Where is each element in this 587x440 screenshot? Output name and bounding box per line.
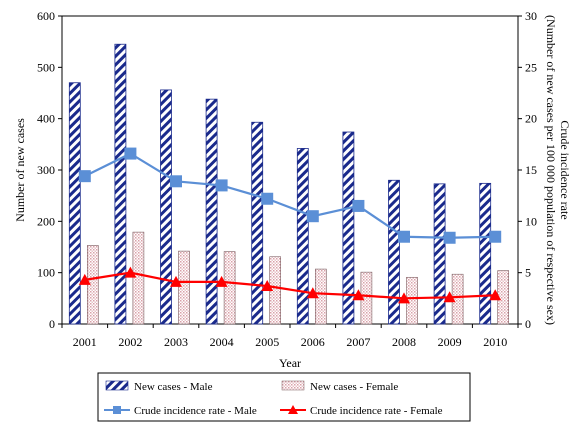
marker-male-incidence [398, 230, 410, 243]
y-left-tick-label: 300 [37, 163, 55, 177]
legend-label: Crude incidence rate - Male [134, 405, 257, 417]
marker-female-incidence [124, 266, 137, 278]
marker-male-incidence [306, 210, 319, 223]
marker-female-incidence [261, 280, 274, 292]
legend-item: New cases - Female [281, 380, 398, 393]
bar-female-new-cases [223, 251, 236, 325]
legend-label: New cases - Female [310, 381, 398, 393]
marker-female-incidence [215, 275, 228, 287]
bar-male-new-cases [114, 43, 127, 325]
y-left-tick-label: 400 [37, 112, 55, 126]
legend-item: Crude incidence rate - Male [104, 405, 257, 417]
y-left-tick-label: 200 [37, 214, 55, 228]
x-axis-title: Year [279, 356, 301, 370]
marker-male-incidence [352, 199, 365, 212]
marker-female-incidence [78, 273, 91, 285]
marker-male-incidence [170, 175, 182, 188]
x-tick-label: 2006 [301, 335, 325, 349]
x-tick-label: 2007 [346, 335, 370, 349]
bar-female-new-cases [178, 250, 190, 325]
y-right-tick-label: 5 [525, 266, 531, 280]
bar-male-new-cases [342, 131, 355, 325]
line-male-incidence [84, 152, 496, 239]
plot-frame [61, 15, 519, 325]
y-left-tick-label: 0 [49, 317, 55, 331]
legend: New cases - Male New cases - Female Crude … [97, 372, 471, 422]
marker-female-incidence [398, 292, 410, 304]
legend-label: New cases - Male [134, 381, 213, 393]
y-right-tick-label: 20 [525, 112, 537, 126]
y-left-tick-label: 600 [37, 9, 55, 23]
x-tick-label: 2009 [438, 335, 462, 349]
legend-item: Crude incidence rate - Female [280, 405, 443, 417]
x-tick-label: 2010 [483, 335, 507, 349]
marker-male-incidence [215, 179, 228, 192]
y-right-tick-label: 0 [525, 317, 531, 331]
legend-swatch-male-bar [105, 380, 129, 391]
bar-female-new-cases [132, 231, 145, 325]
marker-male-incidence [124, 147, 137, 160]
plot-area [61, 15, 519, 325]
legend-swatch-female-bar [281, 380, 305, 391]
bar-male-new-cases [479, 182, 492, 325]
y-right-tick-label: 10 [525, 214, 537, 228]
marker-female-incidence [443, 291, 456, 303]
x-tick-label: 2001 [73, 335, 97, 349]
marker-female-incidence [489, 289, 502, 301]
y-right-tick-label: 15 [525, 163, 537, 177]
y-right-tick-label: 30 [525, 9, 537, 23]
line-female-incidence [84, 271, 496, 300]
bar-male-new-cases [68, 82, 81, 325]
y-left-tick-label: 100 [37, 266, 55, 280]
legend-item: New cases - Male [105, 380, 213, 393]
legend-marker-female [288, 405, 298, 414]
legend-marker-male [113, 406, 121, 414]
marker-male-incidence [78, 170, 91, 183]
x-tick-label: 2004 [210, 335, 234, 349]
y-right-title-line1: Crude incidence rate [558, 120, 572, 219]
bar-male-new-cases [433, 183, 446, 325]
lines-group [78, 147, 502, 304]
bar-male-new-cases [388, 179, 400, 325]
marker-female-incidence [352, 289, 365, 301]
x-tick-label: 2003 [164, 335, 188, 349]
bar-male-new-cases [251, 121, 264, 325]
marker-male-incidence [443, 231, 456, 244]
y-axis-title-left: Number of new cases [13, 118, 27, 222]
bars-group [68, 43, 510, 325]
marker-female-incidence [306, 287, 319, 299]
x-tick-label: 2002 [118, 335, 142, 349]
axes-group: 0 100 200 300 400 500 600 0 5 10 15 20 25 30 2001 2002 2… [37, 9, 537, 349]
marker-male-incidence [489, 230, 502, 243]
legend-label: Crude incidence rate - Female [310, 405, 443, 417]
marker-male-incidence [261, 192, 274, 205]
bar-male-new-cases [160, 89, 172, 325]
bar-male-new-cases [205, 98, 218, 325]
bar-male-new-cases [296, 148, 309, 325]
x-tick-label: 2008 [392, 335, 416, 349]
marker-female-incidence [170, 275, 182, 287]
x-tick-label: 2005 [255, 335, 279, 349]
y-right-tick-label: 25 [525, 60, 537, 74]
y-right-title-line2: (Number of new cases per 100 000 populat… [544, 15, 558, 325]
y-axis-title-right: Crude incidence rate(Number of new cases… [544, 15, 572, 325]
y-left-tick-label: 500 [37, 60, 55, 74]
